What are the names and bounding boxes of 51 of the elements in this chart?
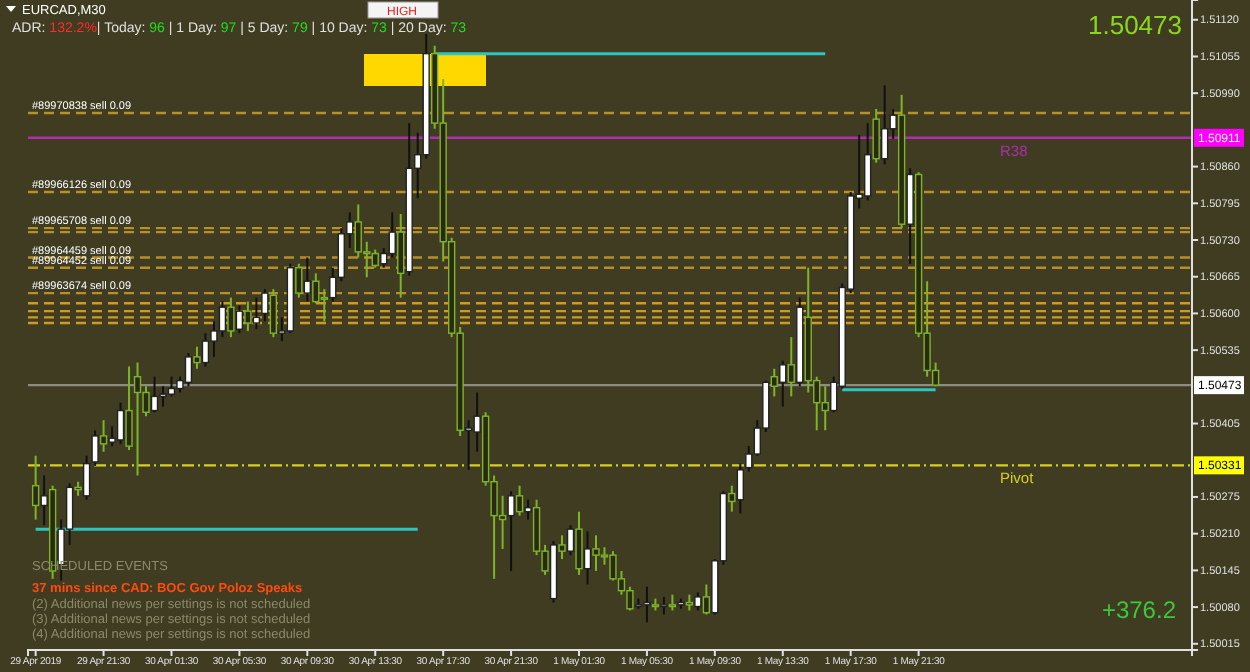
candlestick bbox=[728, 484, 736, 513]
candlestick bbox=[235, 304, 244, 335]
candlestick bbox=[880, 84, 889, 166]
candlestick bbox=[193, 345, 201, 370]
candlestick bbox=[252, 296, 261, 331]
candlestick bbox=[261, 288, 269, 323]
candlestick bbox=[125, 365, 133, 452]
candlestick bbox=[583, 530, 592, 586]
candlestick bbox=[312, 272, 320, 305]
candlestick bbox=[507, 490, 515, 572]
candlestick bbox=[244, 300, 252, 332]
candlestick bbox=[201, 332, 210, 368]
candlestick bbox=[592, 534, 600, 572]
candlestick bbox=[99, 419, 108, 453]
annotation: +376.2 bbox=[1101, 596, 1177, 624]
candlestick bbox=[269, 288, 278, 339]
candlestick bbox=[464, 419, 473, 471]
candlestick bbox=[770, 367, 778, 398]
candlestick bbox=[566, 524, 575, 557]
candlestick bbox=[184, 351, 193, 388]
candlestick bbox=[558, 534, 566, 561]
candlestick bbox=[40, 474, 48, 527]
candlestick bbox=[702, 583, 711, 616]
candlestick bbox=[388, 211, 396, 259]
candlestick bbox=[116, 401, 125, 445]
candlestick bbox=[626, 585, 634, 612]
candlestick bbox=[872, 107, 880, 164]
candlestick bbox=[31, 454, 40, 521]
candlestick bbox=[227, 296, 235, 339]
candlestick bbox=[643, 585, 651, 624]
candlestick bbox=[133, 361, 142, 477]
candlestick bbox=[295, 262, 303, 299]
candlestick bbox=[787, 336, 795, 398]
candlestick bbox=[736, 462, 744, 515]
candlestick bbox=[864, 122, 872, 202]
candlestick bbox=[515, 484, 524, 517]
candlestick bbox=[371, 248, 379, 269]
candlestick bbox=[150, 375, 159, 414]
candlestick bbox=[575, 510, 583, 576]
candlestick bbox=[320, 288, 328, 323]
candlestick bbox=[303, 256, 311, 303]
candlestick bbox=[779, 359, 787, 408]
candlestick bbox=[218, 300, 227, 339]
candlestick bbox=[167, 375, 176, 398]
candlestick bbox=[694, 591, 702, 612]
candlestick bbox=[821, 385, 829, 432]
candlestick bbox=[159, 385, 167, 408]
candlestick bbox=[354, 203, 362, 259]
annotation: 1.50473 bbox=[1088, 10, 1182, 40]
candlestick bbox=[524, 498, 532, 521]
candlestick bbox=[397, 213, 405, 299]
